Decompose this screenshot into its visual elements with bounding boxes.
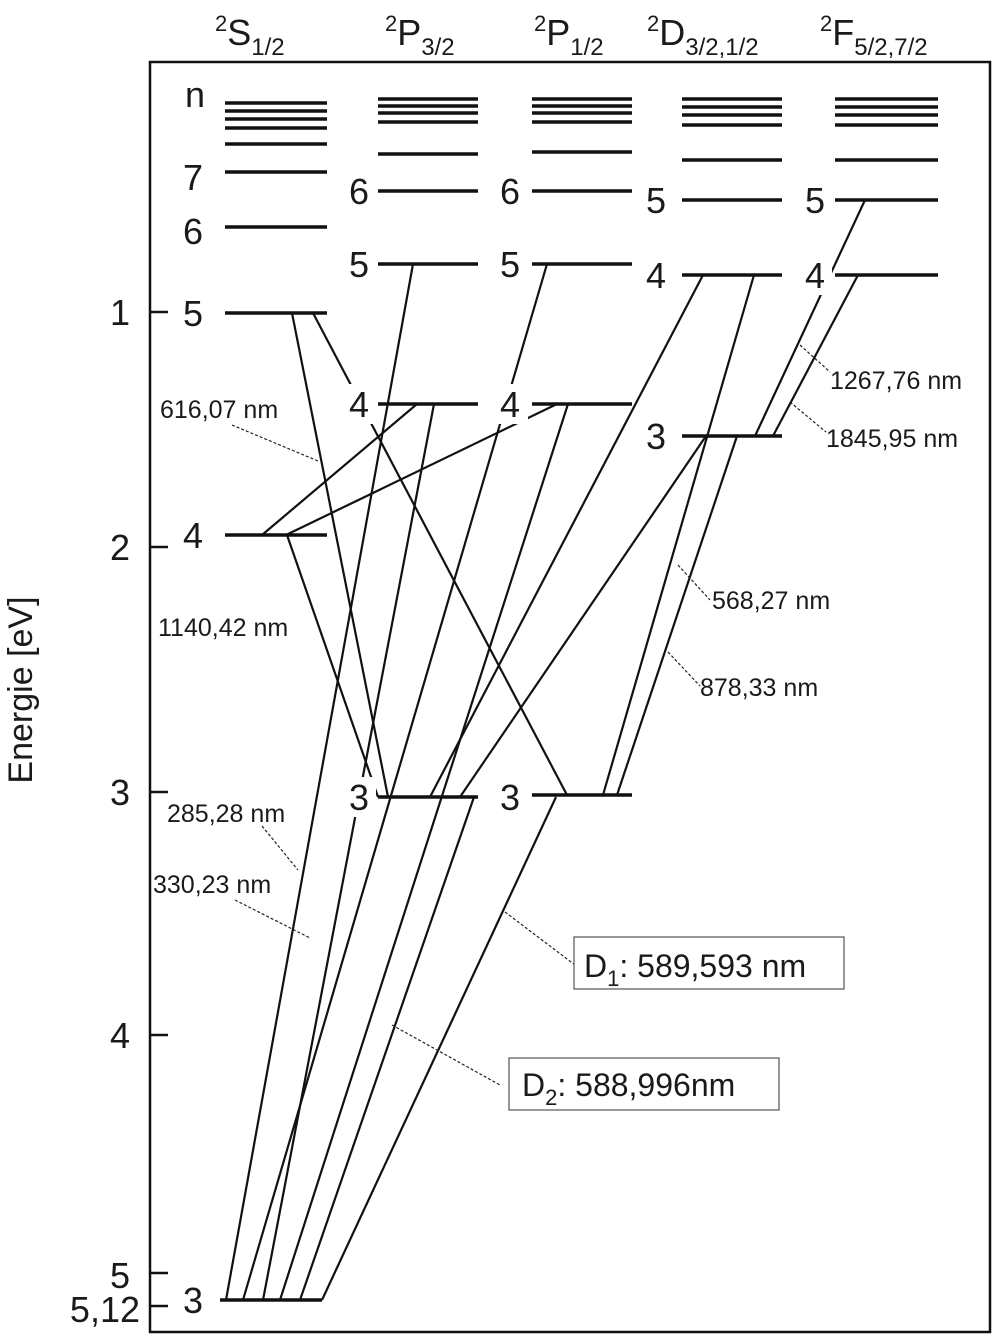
y-axis-label: Energie [eV] [2, 596, 40, 783]
level-label-P32-6: 6 [349, 171, 369, 212]
column-header-2F-5/2,7/2: 2F5/2,7/2 [820, 11, 928, 61]
level-label-D-4: 4 [646, 255, 666, 296]
d1-label: D1: 589,593 nm [584, 948, 806, 991]
level-label-P32-4: 4 [349, 384, 369, 425]
wavelength-label-616: 616,07 nm [160, 396, 278, 424]
wavelength-labels: 616,07 nm 1140,42 nm 285,28 nm 330,23 nm… [153, 367, 962, 899]
label-bg-P32-4 [346, 384, 376, 424]
transition-3P12-3D [615, 435, 739, 796]
label-bg-S-5 [178, 293, 214, 333]
y-axis-ticks [150, 310, 168, 1308]
level-labels: n 3 4 5 6 7 3 4 5 6 3 4 5 6 3 4 5 4 5 [183, 74, 825, 1321]
d1-box-frame [573, 936, 845, 990]
leader-878nm [667, 651, 701, 687]
level-label-S-5: 5 [183, 293, 203, 334]
transition-3P32-4D [429, 274, 704, 798]
level-label-P12-3: 3 [500, 777, 520, 818]
d2-line-box: D2: 588,996nm [508, 1057, 780, 1111]
y-tick-label-3: 3 [110, 772, 130, 813]
transition-3P32-4S [285, 534, 380, 798]
label-bg-P12-4 [498, 384, 528, 424]
column-header-2P-3/2: 2P3/2 [385, 11, 455, 61]
transition-3P32-3D [459, 435, 707, 798]
wavelength-label-1140: 1140,42 nm [158, 614, 288, 642]
level-label-S-4: 4 [183, 515, 203, 556]
leader-330nm [234, 899, 311, 939]
wavelength-label-1267: 1267,76 nm [830, 367, 962, 395]
level-label-P12-5: 5 [500, 244, 520, 285]
transition-3S-4P32 [261, 403, 436, 1301]
transition-3D-4F [772, 274, 859, 437]
y-tick-label-1: 1 [110, 292, 130, 333]
n-header: n [185, 74, 205, 115]
y-tick-label-2: 2 [110, 527, 130, 568]
column-header-2P-1/2: 2P1/2 [534, 11, 604, 61]
level-label-P32-3: 3 [349, 777, 369, 818]
leader-1267nm [799, 344, 831, 373]
transition-3S-5P32 [224, 263, 415, 1301]
leader-568nm [677, 564, 711, 601]
leader-616nm [231, 424, 319, 462]
transition-3P12-4D [601, 274, 756, 796]
d1-line-box: D1: 589,593 nm [573, 936, 845, 991]
label-bg-S-4 [178, 515, 214, 555]
transition-3S-5P12 [241, 263, 549, 1301]
level-label-S-3: 3 [183, 1280, 203, 1321]
wavelength-label-568: 568,27 nm [712, 587, 830, 615]
level-label-P12-4: 4 [500, 384, 520, 425]
transition-3S-4P12 [278, 403, 570, 1301]
transition-4S-4P32 [261, 403, 418, 536]
leader-285nm [261, 825, 299, 871]
diagram-frame [148, 60, 992, 1334]
level-label-D-5: 5 [646, 180, 666, 221]
level-label-S-7: 7 [183, 157, 203, 198]
y-tick-labels: 1 2 3 4 5 5,12 [70, 292, 140, 1330]
level-label-F-4: 4 [805, 255, 825, 296]
d2-box-frame [508, 1057, 780, 1111]
leader-D2 [391, 1024, 501, 1086]
transition-3D-5F [754, 199, 866, 437]
d2-label: D2: 588,996nm [522, 1067, 735, 1110]
level-label-S-6: 6 [183, 211, 203, 252]
wavelength-label-330: 330,23 nm [153, 871, 271, 899]
transition-4S-4P12 [285, 403, 558, 536]
y-tick-label-5-12: 5,12 [70, 1289, 140, 1330]
transitions [224, 199, 866, 1301]
transition-3S-3P12-D1 [321, 796, 557, 1301]
level-label-F-5: 5 [805, 180, 825, 221]
leader-D1 [504, 911, 576, 966]
y-tick-label-5: 5 [110, 1255, 130, 1296]
level-label-P12-6: 6 [500, 171, 520, 212]
wavelength-label-878: 878,33 nm [700, 674, 818, 702]
column-header-2S-1/2: 2S1/2 [215, 11, 285, 61]
leader-1845nm [789, 401, 827, 433]
column-headers: 2S1/2 2P3/2 2P1/2 2D3/2,1/2 2F5/2,7/2 [215, 11, 928, 61]
transition-3S-3P32-D2 [298, 796, 476, 1301]
leader-lines [231, 344, 831, 1086]
label-backgrounds [178, 255, 832, 817]
energy-levels [220, 97, 938, 1302]
transition-3P32-5S [290, 312, 390, 798]
column-header-2D-3/2,1/2: 2D3/2,1/2 [647, 11, 759, 61]
label-bg-P32-3 [346, 777, 376, 817]
y-tick-label-4: 4 [110, 1015, 130, 1056]
label-bg-F-4 [802, 255, 832, 295]
level-label-D-3: 3 [646, 416, 666, 457]
level-label-P32-5: 5 [349, 244, 369, 285]
wavelength-label-285: 285,28 nm [167, 800, 285, 828]
wavelength-label-1845: 1845,95 nm [826, 425, 958, 453]
